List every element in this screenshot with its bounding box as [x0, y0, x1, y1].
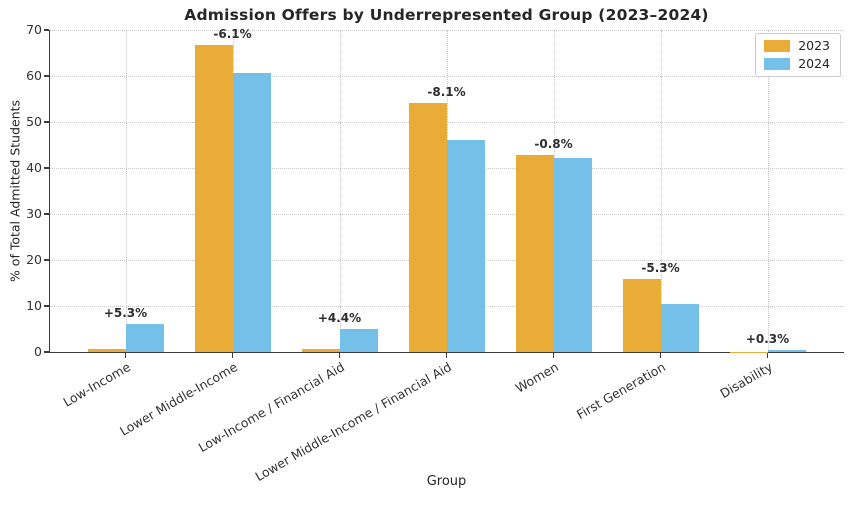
bar-2024-women — [553, 158, 592, 352]
ytick-label-70: 70 — [26, 21, 42, 37]
gridline-x-low-income-financial-aid — [339, 30, 341, 352]
bar-2024-lower-middle-income-financial-aid — [446, 139, 485, 352]
bar-2024-disability — [767, 350, 806, 352]
annotation-disability: +0.3% — [745, 332, 790, 347]
ytick-label-40: 40 — [26, 159, 42, 175]
ytick-label-20: 20 — [26, 251, 42, 267]
bar-2023-low-income — [87, 348, 126, 352]
bar-2024-low-income — [125, 324, 164, 352]
annotation-lower-middle-income-financial-aid: -8.1% — [427, 84, 466, 99]
annotation-lower-middle-income: -6.1% — [213, 27, 252, 42]
x-axis-title: Group — [426, 474, 467, 489]
ytick-label-30: 30 — [26, 205, 42, 221]
legend-label-2024: 2024 — [798, 55, 830, 71]
ytick-mark-10 — [44, 305, 49, 307]
xtick-mark-low-income — [124, 353, 127, 358]
bar-2023-low-income-financial-aid — [301, 349, 340, 352]
ytick-label-0: 0 — [34, 343, 42, 359]
bar-2023-lower-middle-income — [194, 45, 233, 352]
bar-2024-lower-middle-income — [232, 73, 271, 352]
legend-item-2023: 2023 — [764, 38, 830, 53]
gridline-x-first-generation — [660, 30, 662, 352]
bar-2023-first-generation — [622, 279, 661, 352]
chart-title: Admission Offers by Underrepresented Gro… — [184, 6, 709, 24]
legend-swatch-2024 — [764, 57, 791, 70]
ytick-mark-70 — [44, 29, 49, 31]
legend-item-2024: 2024 — [764, 55, 830, 71]
x-axis-spine — [48, 351, 844, 354]
bar-2023-women — [515, 154, 554, 352]
ytick-mark-60 — [44, 75, 49, 77]
ytick-mark-30 — [44, 213, 49, 215]
xtick-mark-low-income-financial-aid — [338, 353, 341, 358]
annotation-low-income-financial-aid: +4.4% — [317, 311, 362, 325]
ytick-label-10: 10 — [26, 297, 42, 313]
annotation-first-generation: -5.3% — [641, 261, 680, 276]
ytick-mark-0 — [44, 351, 49, 353]
bar-2024-first-generation — [660, 303, 699, 352]
plot-area: +5.3% -6.1% +4.4% -8.1% -0.8% -5.3% +0.3% — [50, 27, 843, 352]
gridline-x-disability — [767, 30, 769, 352]
legend-swatch-2023 — [764, 40, 791, 53]
ytick-label-50: 50 — [26, 113, 42, 129]
xtick-mark-disability — [766, 353, 769, 358]
ytick-mark-50 — [44, 121, 49, 123]
ytick-mark-40 — [44, 167, 49, 169]
annotation-women: -0.8% — [534, 136, 573, 151]
legend-label-2023: 2023 — [798, 38, 830, 53]
xtick-mark-women — [552, 353, 555, 358]
legend: 2023 2024 — [755, 33, 841, 77]
bar-2023-lower-middle-income-financial-aid — [408, 102, 447, 352]
xtick-mark-lower-middle-income — [231, 353, 234, 358]
ytick-mark-20 — [44, 259, 49, 261]
xtick-mark-lower-middle-income-financial-aid — [445, 353, 448, 358]
xtick-mark-first-generation — [659, 353, 662, 358]
bar-2024-low-income-financial-aid — [339, 329, 378, 352]
ytick-label-60: 60 — [26, 67, 42, 83]
y-axis-spine — [48, 30, 51, 353]
annotation-low-income: +5.3% — [103, 306, 148, 321]
gridline-x-low-income — [125, 30, 127, 352]
